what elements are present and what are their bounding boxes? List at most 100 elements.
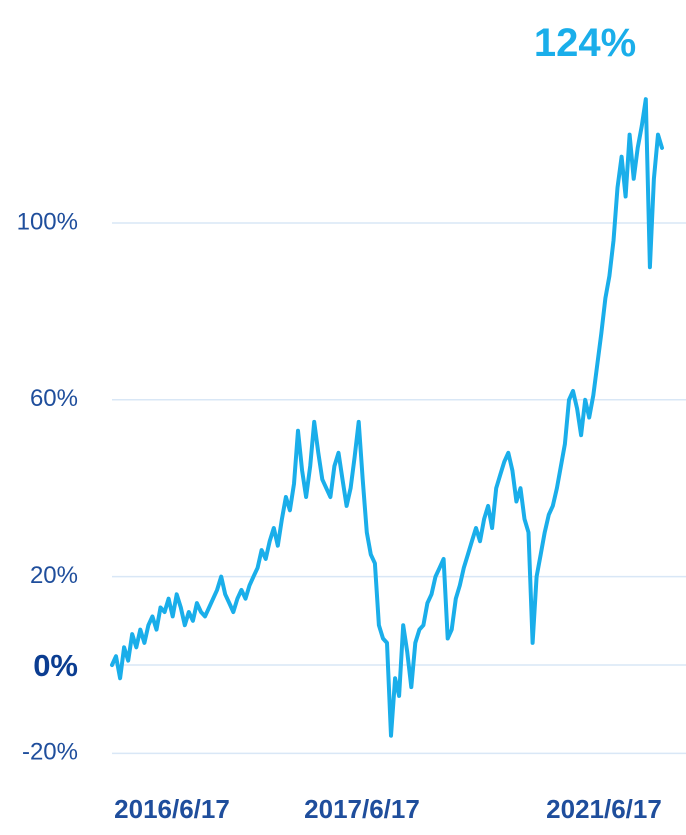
data-point <box>179 606 183 609</box>
data-point <box>413 641 417 645</box>
data-point <box>620 155 624 159</box>
data-point <box>256 566 260 570</box>
data-point <box>527 530 530 534</box>
data-point <box>389 734 393 738</box>
data-point <box>320 477 324 481</box>
data-point <box>470 539 474 543</box>
data-point <box>543 530 547 534</box>
data-point <box>349 486 353 490</box>
data-point <box>446 637 450 640</box>
data-point <box>361 477 365 481</box>
data-point <box>603 296 607 300</box>
data-point <box>341 477 344 481</box>
data-point <box>466 553 470 556</box>
x-tick-label: 2021/6/17 <box>546 794 662 824</box>
data-point <box>130 632 134 636</box>
data-point <box>474 526 478 530</box>
data-point <box>244 597 247 601</box>
data-point <box>539 553 543 556</box>
data-point <box>450 628 454 632</box>
data-point <box>648 265 652 269</box>
data-point <box>357 420 361 424</box>
data-point <box>191 619 195 623</box>
data-point <box>345 504 349 508</box>
data-point <box>579 433 583 437</box>
data-point <box>551 504 555 508</box>
data-point <box>583 398 587 402</box>
data-point <box>640 124 644 128</box>
data-point <box>482 517 486 521</box>
data-point <box>519 486 522 490</box>
y-tick-label: 0% <box>33 648 78 683</box>
data-point <box>535 575 539 579</box>
data-point <box>155 628 158 632</box>
data-point <box>430 592 433 596</box>
data-point <box>644 97 648 101</box>
x-tick-label: 2016/6/17 <box>114 794 230 824</box>
data-point <box>458 583 462 587</box>
data-point <box>227 601 231 605</box>
data-point <box>498 473 502 477</box>
data-point <box>203 614 207 618</box>
data-point <box>134 645 138 649</box>
data-point <box>150 614 154 618</box>
data-point <box>171 614 175 618</box>
data-point <box>401 623 405 627</box>
x-tick-label: 2017/6/17 <box>304 794 420 824</box>
data-point <box>397 694 401 698</box>
data-point <box>438 566 442 570</box>
data-point <box>296 429 300 433</box>
data-point <box>126 659 130 663</box>
data-point <box>494 486 498 490</box>
data-point <box>523 517 526 521</box>
data-point <box>260 548 264 552</box>
data-point <box>559 464 563 468</box>
data-point <box>288 508 292 512</box>
data-point <box>599 332 603 335</box>
y-tick-label: 60% <box>30 385 78 412</box>
data-point <box>316 451 320 455</box>
data-point <box>547 513 551 517</box>
data-point <box>409 685 413 689</box>
data-point <box>591 393 595 397</box>
data-point <box>110 663 114 667</box>
data-point <box>276 544 280 548</box>
data-point <box>616 186 619 190</box>
y-tick-label: -20% <box>22 739 78 766</box>
data-point <box>490 526 494 530</box>
data-point <box>280 517 284 521</box>
data-point <box>264 557 268 561</box>
data-point <box>312 420 316 424</box>
data-point <box>146 623 150 627</box>
data-point <box>292 482 296 486</box>
data-point <box>502 460 506 464</box>
data-point <box>462 566 466 570</box>
x-axis-tick-labels: 2016/6/17 2017/6/17 2021/6/17 <box>114 794 662 824</box>
data-point <box>567 398 571 402</box>
data-point <box>563 442 567 446</box>
data-point <box>478 539 482 543</box>
data-point <box>272 526 276 530</box>
data-point <box>385 641 389 645</box>
data-point <box>587 416 591 419</box>
data-point <box>300 469 304 472</box>
peak-value-label: 124% <box>534 21 636 65</box>
data-point <box>454 597 458 601</box>
data-point <box>607 274 611 278</box>
data-point <box>248 583 251 587</box>
data-point <box>425 601 429 605</box>
data-point <box>624 195 628 198</box>
data-point <box>211 597 215 601</box>
data-point <box>337 451 340 455</box>
data-point <box>434 575 437 579</box>
series-layer <box>110 97 664 738</box>
data-point <box>421 623 425 627</box>
data-point <box>231 610 235 614</box>
data-point <box>636 146 640 150</box>
data-point <box>373 561 377 565</box>
data-point <box>595 362 599 366</box>
data-point <box>381 637 385 640</box>
data-point <box>365 530 369 534</box>
